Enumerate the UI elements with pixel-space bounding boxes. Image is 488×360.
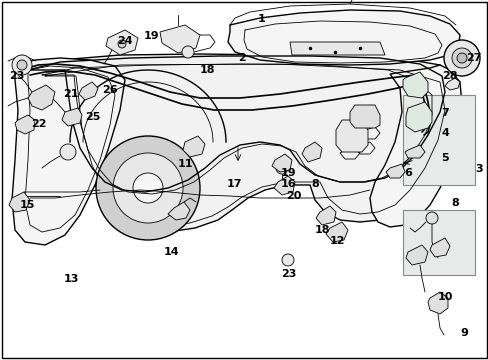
- Text: 12: 12: [329, 236, 345, 246]
- Polygon shape: [62, 108, 82, 126]
- Text: 20: 20: [285, 191, 301, 201]
- Polygon shape: [404, 145, 424, 158]
- Text: 10: 10: [436, 292, 452, 302]
- Polygon shape: [160, 25, 200, 53]
- Circle shape: [17, 60, 27, 70]
- Circle shape: [133, 173, 163, 203]
- Polygon shape: [325, 222, 347, 242]
- Text: 3: 3: [474, 164, 482, 174]
- Text: 25: 25: [85, 112, 101, 122]
- Polygon shape: [79, 82, 98, 100]
- Polygon shape: [405, 102, 431, 132]
- Circle shape: [282, 254, 293, 266]
- Text: 9: 9: [460, 328, 468, 338]
- Text: 22: 22: [31, 119, 47, 129]
- Text: 27: 27: [466, 53, 481, 63]
- Polygon shape: [427, 292, 447, 314]
- Polygon shape: [227, 10, 459, 65]
- Polygon shape: [385, 164, 404, 178]
- Text: 23: 23: [280, 269, 296, 279]
- Polygon shape: [168, 202, 190, 220]
- Circle shape: [182, 46, 194, 58]
- Polygon shape: [12, 58, 125, 245]
- Polygon shape: [402, 72, 427, 98]
- Polygon shape: [15, 115, 35, 134]
- Circle shape: [60, 144, 76, 160]
- Text: 13: 13: [63, 274, 79, 284]
- Text: 18: 18: [314, 225, 330, 235]
- Text: 8: 8: [450, 198, 458, 208]
- Text: 14: 14: [163, 247, 179, 257]
- Text: 26: 26: [102, 85, 118, 95]
- Text: 19: 19: [280, 168, 296, 178]
- Polygon shape: [289, 42, 384, 55]
- Polygon shape: [25, 54, 454, 232]
- Text: 1: 1: [257, 14, 265, 24]
- Text: 28: 28: [441, 71, 457, 81]
- Text: 2: 2: [238, 53, 245, 63]
- Polygon shape: [9, 192, 30, 212]
- Polygon shape: [444, 78, 459, 90]
- Polygon shape: [28, 85, 55, 110]
- Text: 5: 5: [440, 153, 448, 163]
- Circle shape: [443, 40, 479, 76]
- Polygon shape: [183, 136, 204, 157]
- Polygon shape: [271, 154, 291, 172]
- Polygon shape: [369, 65, 461, 227]
- Text: 21: 21: [63, 89, 79, 99]
- Circle shape: [425, 212, 437, 224]
- Polygon shape: [335, 120, 367, 152]
- Polygon shape: [349, 105, 379, 128]
- Bar: [402, 210, 474, 275]
- Text: 18: 18: [200, 65, 215, 75]
- Polygon shape: [315, 206, 335, 225]
- Polygon shape: [273, 176, 294, 195]
- Circle shape: [113, 153, 183, 223]
- Circle shape: [12, 55, 32, 75]
- Text: 17: 17: [226, 179, 242, 189]
- Text: 4: 4: [440, 128, 448, 138]
- Circle shape: [118, 40, 126, 48]
- Text: 11: 11: [178, 159, 193, 169]
- Text: 8: 8: [311, 179, 319, 189]
- Bar: [402, 95, 474, 185]
- Text: 19: 19: [143, 31, 159, 41]
- Polygon shape: [106, 30, 138, 55]
- Circle shape: [96, 136, 200, 240]
- Polygon shape: [429, 238, 449, 257]
- Text: 7: 7: [440, 108, 448, 118]
- Text: 6: 6: [404, 168, 411, 178]
- Text: 16: 16: [280, 179, 296, 189]
- Polygon shape: [302, 142, 321, 162]
- Circle shape: [275, 162, 287, 174]
- Text: 15: 15: [19, 200, 35, 210]
- Text: 24: 24: [117, 36, 132, 46]
- Polygon shape: [405, 245, 427, 265]
- Circle shape: [451, 48, 471, 68]
- Text: 23: 23: [9, 71, 25, 81]
- Circle shape: [456, 53, 466, 63]
